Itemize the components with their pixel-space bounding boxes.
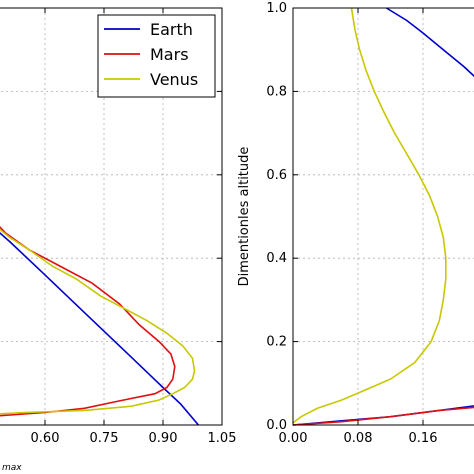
x-axis-title-fragment: max <box>2 463 22 473</box>
y-tick-label: 0.4 <box>266 251 287 266</box>
plot-frame <box>292 7 474 426</box>
series-line-earth-upper <box>385 7 474 78</box>
legend-label-mars: Mars <box>150 45 189 64</box>
legend: Earth Mars Venus <box>97 14 216 98</box>
x-tick-label: 0.00 <box>279 431 308 446</box>
x-tick-label: 0.90 <box>149 431 178 446</box>
y-tick-label: 0.2 <box>266 335 287 350</box>
y-tick-label: 1.0 <box>266 1 287 16</box>
right-panel: 0.00 0.08 0.16 0.0 0.2 0.4 0.6 0.8 1.0 Dimentionl… <box>237 1 474 446</box>
y-axis-title: Dimentionles altitude <box>237 147 252 287</box>
x-tick-label: 0.08 <box>344 431 373 446</box>
series-line-mars <box>292 406 474 426</box>
y-tick-label: 0.0 <box>266 418 287 433</box>
y-tick-label: 0.8 <box>266 84 287 99</box>
x-tick-label: 0.60 <box>31 431 60 446</box>
x-tick-label: 0.16 <box>409 431 438 446</box>
legend-label-earth: Earth <box>150 20 193 39</box>
series-line-earth <box>0 231 200 426</box>
x-tick-label: 0.75 <box>90 431 119 446</box>
x-tick-label: 1.05 <box>208 431 237 446</box>
y-tick-label: 0.6 <box>266 168 287 183</box>
series-line-venus <box>0 228 196 415</box>
series-line-venus <box>292 7 447 424</box>
legend-label-venus: Venus <box>150 70 198 89</box>
